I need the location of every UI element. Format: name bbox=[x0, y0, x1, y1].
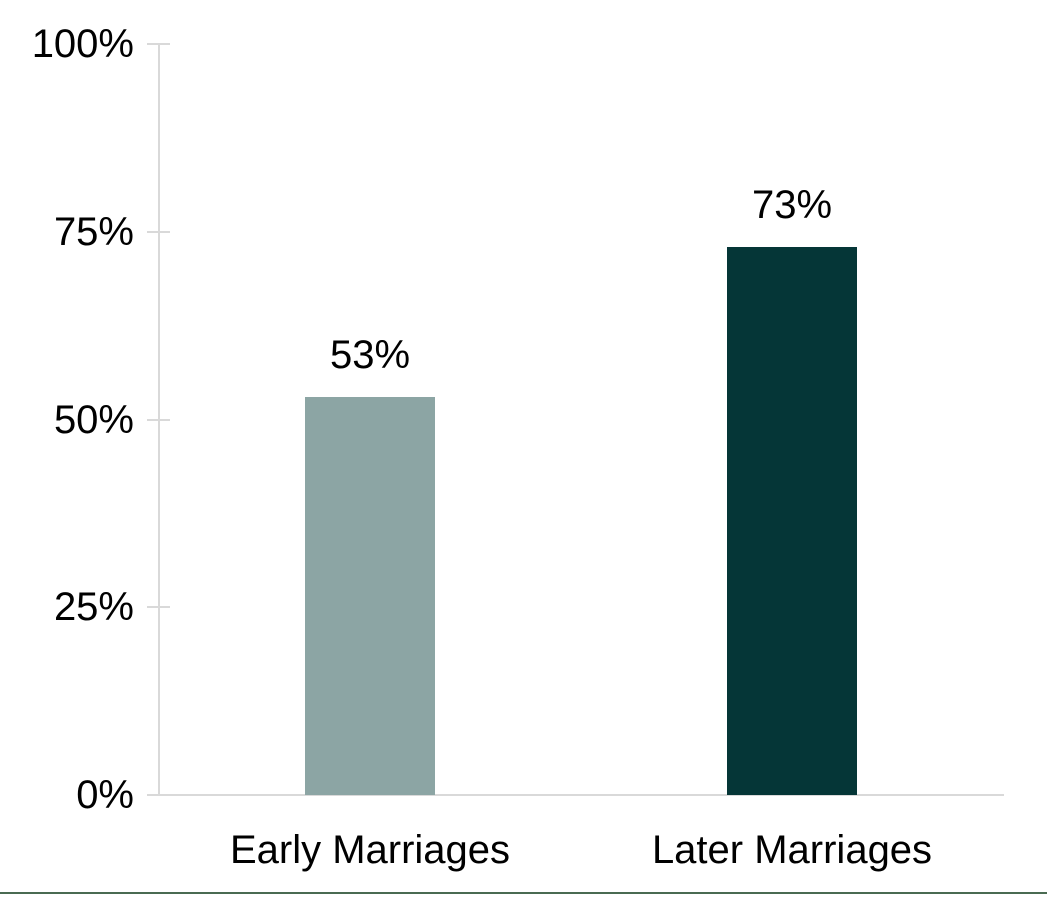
y-axis-tick bbox=[147, 43, 170, 45]
bar-later-marriages bbox=[727, 247, 857, 795]
x-category-label: Early Marriages bbox=[229, 828, 511, 872]
bottom-border-rule bbox=[0, 892, 1047, 894]
y-axis-tick bbox=[147, 419, 170, 421]
x-category-label: Later Marriages bbox=[651, 828, 933, 872]
y-axis-tick-label: 25% bbox=[53, 585, 134, 629]
bar-early-marriages bbox=[305, 397, 435, 795]
y-axis-tick bbox=[147, 606, 170, 608]
y-axis-tick-label: 75% bbox=[53, 210, 134, 254]
y-axis-tick-label: 100% bbox=[31, 22, 134, 66]
y-axis-tick bbox=[147, 231, 170, 233]
bar-data-label: 53% bbox=[329, 333, 411, 377]
bar-data-label: 73% bbox=[751, 183, 833, 227]
y-axis-tick-label: 50% bbox=[53, 398, 134, 442]
y-axis-tick-label: 0% bbox=[76, 773, 134, 817]
x-axis-baseline bbox=[158, 794, 1004, 796]
